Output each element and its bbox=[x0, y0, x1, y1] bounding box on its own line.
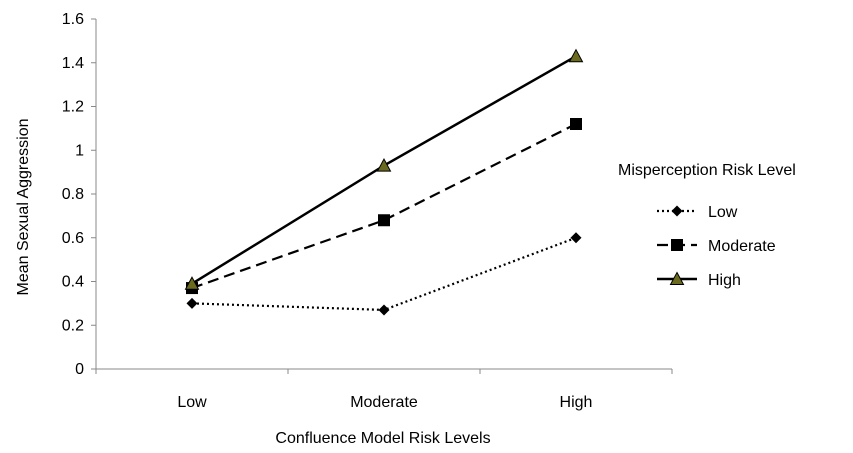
x-tick-label: High bbox=[560, 394, 593, 411]
x-tick-labels: Low Moderate High bbox=[177, 394, 592, 411]
data-point-low bbox=[570, 232, 582, 244]
axes bbox=[91, 18, 673, 374]
data-point-moderate bbox=[378, 214, 390, 227]
y-tick-label: 1.6 bbox=[62, 11, 84, 28]
y-tick-label: 1.2 bbox=[62, 99, 84, 116]
x-tick-label: Low bbox=[177, 394, 207, 411]
y-tick-label: 0.8 bbox=[62, 186, 84, 203]
data-point-high bbox=[568, 48, 584, 63]
legend-title: Misperception Risk Level bbox=[618, 162, 796, 179]
y-tick-label: 0.6 bbox=[62, 230, 84, 247]
y-axis-title: Mean Sexual Aggression bbox=[15, 119, 32, 296]
data-point-moderate bbox=[570, 118, 582, 130]
legend-item-low: Low bbox=[657, 204, 738, 221]
legend-item-moderate: Moderate bbox=[657, 238, 776, 255]
series-lines bbox=[191, 55, 577, 312]
y-tick-label: 1.4 bbox=[62, 55, 84, 72]
legend-item-high: High bbox=[657, 271, 741, 289]
legend: Misperception Risk Level Low Moderate High bbox=[618, 162, 796, 289]
data-point-low bbox=[186, 297, 198, 309]
y-tick-label: 0 bbox=[75, 361, 84, 378]
data-point-high bbox=[184, 276, 200, 290]
series-markers bbox=[184, 48, 584, 316]
legend-items: Low Moderate High bbox=[657, 204, 776, 289]
data-point-low bbox=[378, 304, 390, 316]
legend-label-moderate: Moderate bbox=[708, 238, 776, 255]
legend-marker-moderate bbox=[671, 239, 683, 251]
x-tick-label: Moderate bbox=[350, 394, 418, 411]
y-tick-label: 0.4 bbox=[62, 274, 84, 291]
legend-label-high: High bbox=[708, 272, 741, 289]
legend-marker-low bbox=[671, 205, 683, 217]
y-tick-label: 0.2 bbox=[62, 317, 84, 334]
x-axis-title: Confluence Model Risk Levels bbox=[275, 430, 490, 447]
y-tick-label: 1 bbox=[75, 142, 84, 159]
data-point-high bbox=[376, 158, 392, 172]
series-line-moderate bbox=[191, 123, 577, 290]
legend-label-low: Low bbox=[708, 204, 738, 221]
legend-marker-high bbox=[669, 271, 685, 286]
y-tick-labels: 0 0.2 0.4 0.6 0.8 1 1.2 1.4 1.6 bbox=[62, 11, 84, 378]
